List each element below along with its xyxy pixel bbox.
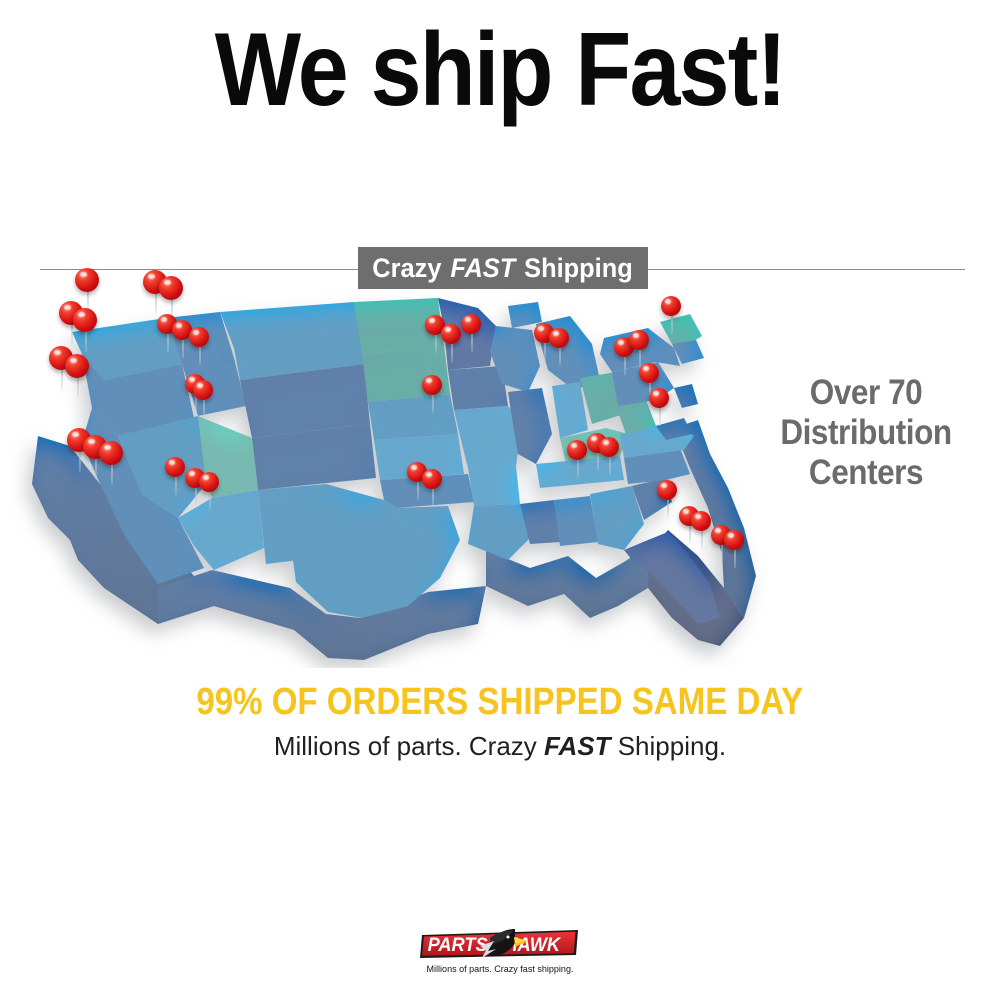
callout-line-3: Centers [808, 453, 924, 492]
pin-highlight [80, 271, 87, 277]
logo-word-parts: PARTS [428, 934, 489, 955]
pin-highlight [164, 279, 171, 285]
logo-tagline: Millions of parts. Crazy fast shipping. [426, 964, 574, 975]
callout-line-1: Over 70 [809, 373, 923, 412]
badge-suffix: Shipping [517, 252, 634, 283]
united-states-distribution-map [8, 268, 768, 668]
distribution-centers-callout: Over 70 Distribution Centers [742, 373, 990, 493]
parts-hawk-logo[interactable]: PARTS HAWK Millions of parts. Crazy fast… [418, 925, 582, 987]
claim-text: 99% OF ORDERS SHIPPED SAME DAY [196, 681, 804, 723]
subclaim-suffix: Shipping. [610, 731, 727, 761]
badge-emphasis: FAST [450, 252, 516, 283]
page-title: We ship Fast! [214, 12, 787, 128]
hawk-head-icon [480, 929, 528, 958]
crazy-fast-shipping-badge: Crazy FAST Shipping [358, 247, 648, 289]
badge-label: Crazy FAST Shipping [372, 252, 634, 283]
subclaim-emphasis: FAST [544, 731, 611, 761]
pin-highlight [148, 273, 155, 279]
map-graphic [32, 298, 756, 660]
badge-prefix: Crazy [372, 252, 449, 283]
subclaim-prefix: Millions of parts. Crazy [273, 731, 545, 761]
subclaim: Millions of parts. Crazy FAST Shipping. [0, 730, 1000, 762]
logo-banner: PARTS HAWK [420, 929, 578, 958]
callout-line-2: Distribution [780, 413, 952, 452]
map-body [32, 298, 756, 660]
same-day-shipping-claim: 99% OF ORDERS SHIPPED SAME DAY [0, 681, 1000, 723]
